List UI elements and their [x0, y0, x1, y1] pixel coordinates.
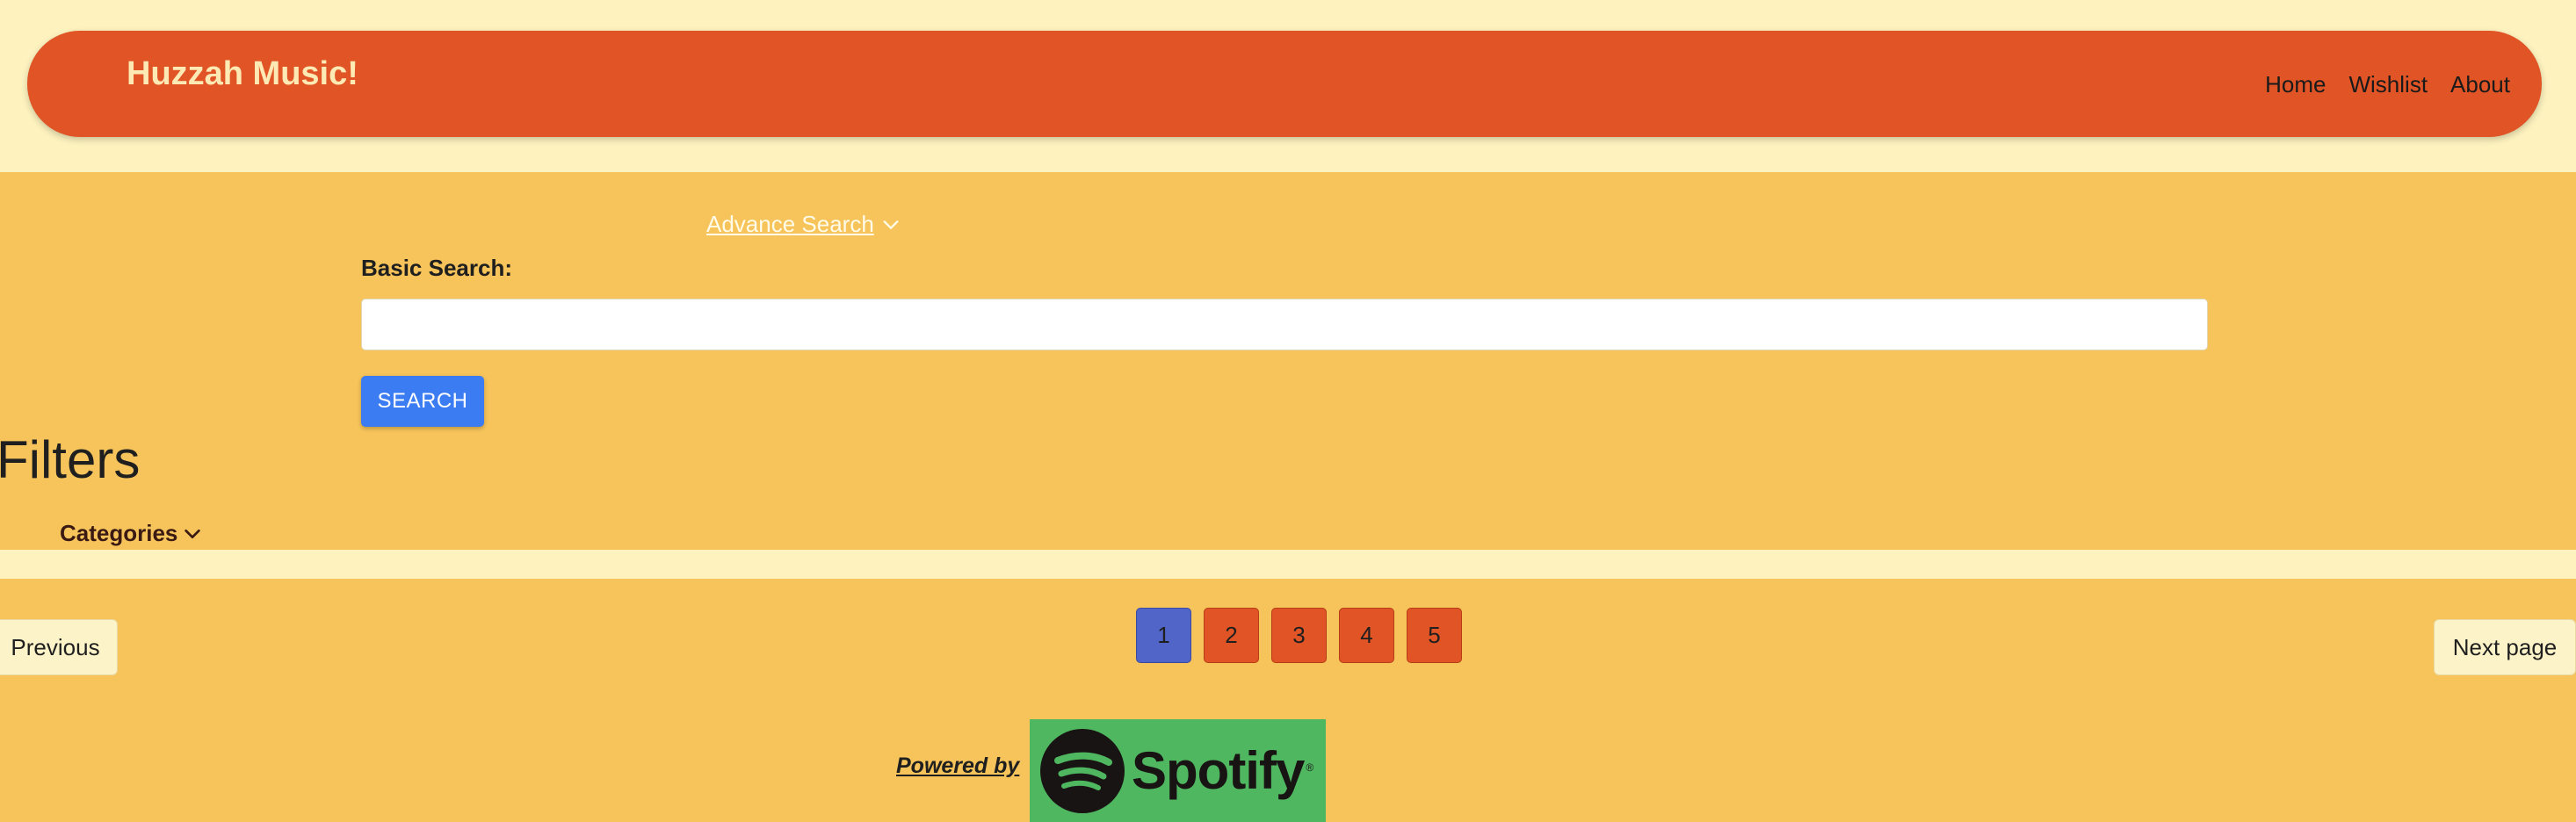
search-button[interactable]: SEARCH: [361, 376, 484, 427]
advance-search-toggle[interactable]: Advance Search: [706, 211, 901, 238]
spotify-logo-icon: [1038, 727, 1126, 815]
nav-link-about[interactable]: About: [2450, 71, 2510, 98]
filters-heading: Filters: [0, 429, 140, 490]
page-button-2[interactable]: 2: [1204, 608, 1259, 663]
chevron-down-icon[interactable]: [183, 524, 202, 544]
previous-page-button[interactable]: Previous: [0, 619, 118, 675]
spotify-wordmark: Spotify: [1132, 740, 1304, 801]
nav-link-home[interactable]: Home: [2265, 71, 2326, 98]
registered-mark: ®: [1306, 761, 1313, 774]
search-section: Advance Search Basic Search: SEARCH Filt…: [0, 172, 2576, 550]
nav-links: Home Wishlist About: [2265, 71, 2510, 98]
powered-by-link[interactable]: Powered by: [896, 754, 1019, 779]
page-numbers: 1 2 3 4 5: [1136, 608, 1462, 663]
top-band: Huzzah Music! Home Wishlist About: [0, 0, 2576, 172]
page-button-1[interactable]: 1: [1136, 608, 1191, 663]
page-button-5[interactable]: 5: [1407, 608, 1462, 663]
page-button-3[interactable]: 3: [1271, 608, 1327, 663]
navbar: Huzzah Music! Home Wishlist About: [27, 31, 2542, 137]
divider-strip: [0, 550, 2576, 579]
spotify-logo[interactable]: Spotify ®: [1030, 719, 1326, 822]
pagination-section: Previous 1 2 3 4 5 Next page Powered by …: [0, 579, 2576, 822]
categories-label[interactable]: Categories: [60, 520, 177, 547]
chevron-down-icon[interactable]: [881, 215, 901, 234]
next-page-button[interactable]: Next page: [2434, 619, 2576, 675]
brand-title[interactable]: Huzzah Music!: [127, 55, 358, 93]
categories-toggle[interactable]: Categories: [60, 520, 202, 547]
page-button-4[interactable]: 4: [1339, 608, 1394, 663]
nav-link-wishlist[interactable]: Wishlist: [2348, 71, 2428, 98]
basic-search-input[interactable]: [361, 299, 2208, 350]
advance-search-label[interactable]: Advance Search: [706, 211, 874, 238]
basic-search-label: Basic Search:: [361, 255, 512, 282]
